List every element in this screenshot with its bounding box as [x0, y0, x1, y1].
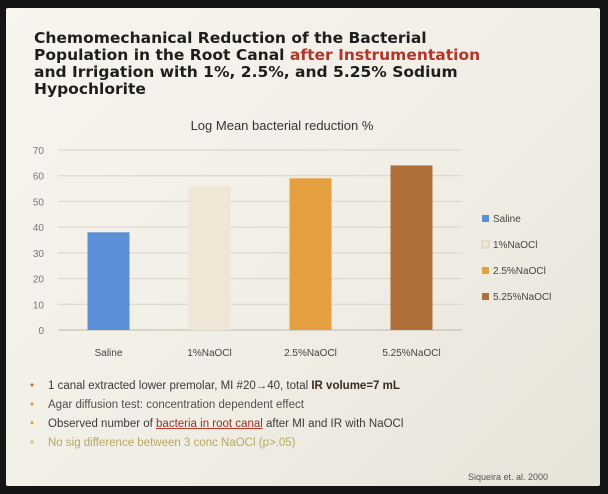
y-tick-label: 50 [33, 197, 45, 208]
y-tick-label: 40 [33, 223, 45, 234]
bullet-list: 1 canal extracted lower premolar, MI #20… [30, 377, 570, 453]
y-tick-label: 30 [33, 249, 45, 260]
bar [390, 165, 433, 330]
x-tick-label: Saline [95, 348, 123, 359]
title-line-2: Population in the Root Canal after Instr… [34, 47, 594, 64]
legend-swatch [481, 240, 490, 249]
bar [289, 178, 332, 330]
title-highlight: after Instrumentation [289, 46, 481, 64]
legend-swatch [482, 267, 489, 274]
title-line-2-part-1: Population in the Root Canal [34, 46, 285, 64]
legend-label: 1%NaOCl [493, 240, 537, 251]
bullet-3-text-post: after MI and IR with NaOCl [262, 418, 404, 430]
y-tick-label: 0 [38, 326, 44, 337]
legend-swatch [482, 293, 489, 300]
bar [87, 232, 130, 330]
bullet-3-underlined: bacteria in root canal [156, 418, 263, 430]
y-tick-label: 60 [33, 172, 45, 183]
citation: Siqueira et. al. 2000 [468, 472, 549, 482]
x-tick-label: 2.5%NaOCl [284, 348, 337, 359]
y-tick-label: 20 [33, 275, 45, 286]
bullet-3-text-pre: Observed number of [48, 418, 157, 430]
y-tick-label: 70 [33, 146, 45, 157]
title-line-1: Chemomechanical Reduction of the Bacteri… [34, 29, 427, 47]
slide-title: Chemomechanical Reduction of the Bacteri… [34, 30, 594, 98]
legend-swatch [482, 215, 489, 222]
chart-title: Log Mean bacterial reduction % [191, 118, 374, 133]
bullet-4: No sig difference between 3 conc NaOCl (… [30, 434, 570, 453]
legend-label: 5.25%NaOCl [493, 292, 551, 303]
x-tick-label: 1%NaOCl [187, 348, 231, 359]
bar [188, 186, 231, 330]
bullet-3: Observed number of bacteria in root cana… [30, 415, 570, 434]
title-line-3: and Irrigation with 1%, 2.5%, and 5.25% … [34, 63, 458, 81]
bullet-1-emphasis: IR volume=7 mL [311, 380, 400, 392]
x-tick-label: 5.25%NaOCl [382, 348, 440, 359]
bullet-1: 1 canal extracted lower premolar, MI #20… [30, 377, 570, 396]
legend-label: 2.5%NaOCl [493, 266, 546, 277]
title-line-4: Hypochlorite [34, 80, 146, 98]
y-tick-label: 10 [33, 300, 45, 311]
bullet-2: Agar diffusion test: concentration depen… [30, 396, 570, 415]
bullet-1-text: 1 canal extracted lower premolar, MI #20… [48, 380, 312, 392]
legend-label: Saline [493, 214, 521, 225]
